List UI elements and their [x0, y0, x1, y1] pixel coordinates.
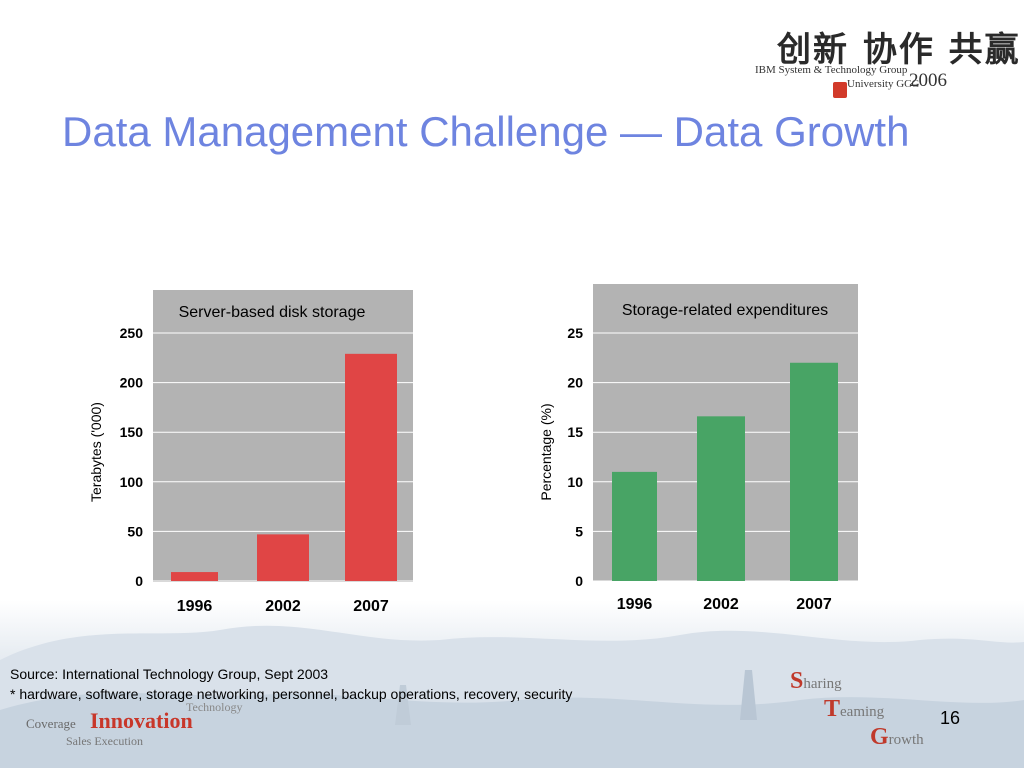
expenditure-xtick-label: 2002 [703, 596, 739, 613]
storage-ytick-label: 200 [120, 375, 144, 391]
landscape-decoration [0, 625, 1024, 768]
expenditure-bar-1996 [612, 471, 657, 581]
storage-xtick-label: 1996 [177, 598, 213, 615]
expenditure-bar-2002 [697, 416, 745, 581]
page-number: 16 [940, 708, 961, 728]
expenditure-ytick-label: 25 [567, 325, 583, 341]
slide-title: Data Management Challenge — Data Growth [62, 108, 910, 155]
logo-year: 2006 [909, 70, 947, 91]
brand-technology: Technology [186, 700, 243, 714]
expenditure-ytick-label: 0 [575, 573, 583, 589]
brand-right-logo: Sharing Teaming Growth [790, 668, 950, 764]
storage-xtick-label: 2002 [265, 598, 301, 615]
source-note: Source: International Technology Group, … [10, 664, 572, 704]
storage-ytick-label: 50 [127, 523, 143, 539]
expenditure-chart-title: Storage-related expenditures [622, 302, 828, 319]
storage-chart-title: Server-based disk storage [179, 304, 366, 321]
expenditure-ytick-label: 5 [575, 523, 583, 539]
storage-bar-2007 [345, 353, 397, 581]
logo-cjk-slogan: 创新 协作 共赢 [777, 30, 1021, 70]
expenditure-xtick-label: 2007 [796, 596, 832, 613]
brand-growth: Growth [870, 724, 924, 750]
storage-ytick-label: 250 [120, 325, 144, 341]
expenditure-ytick-label: 20 [567, 375, 583, 391]
expenditure-bar-2007 [790, 362, 838, 581]
storage-ytick-label: 150 [120, 424, 144, 440]
storage-bar-2002 [257, 534, 309, 581]
brand-innovation: Innovation [90, 708, 193, 733]
brand-coverage: Coverage [26, 716, 76, 731]
storage-y-axis-label: Terabytes ('000) [88, 402, 104, 502]
logo-group-name: IBM System & Technology Group [755, 64, 908, 76]
expenditure-y-axis-label: Percentage (%) [538, 403, 554, 500]
brand-teaming: Teaming [824, 696, 885, 722]
brand-sharing: Sharing [790, 668, 842, 694]
storage-bar-1996 [171, 572, 218, 581]
logo-university: University GCG [847, 78, 920, 90]
expenditure-ytick-label: 15 [567, 424, 583, 440]
expenditure-xtick-label: 1996 [617, 596, 653, 613]
expenditure-ytick-label: 10 [567, 474, 583, 490]
header-logo: 创新 协作 共赢 IBM System & Technology Group U… [745, 22, 1019, 112]
source-line: Source: International Technology Group, … [10, 666, 329, 682]
storage-ytick-label: 100 [120, 474, 144, 490]
footnote-line: * hardware, software, storage networking… [10, 686, 573, 702]
storage-xtick-label: 2007 [353, 598, 389, 615]
brand-sales: Sales Execution [66, 734, 143, 748]
logo-badge-icon [833, 82, 847, 98]
brand-left-logo: Technology Coverage Innovation Sales Exe… [26, 696, 306, 756]
storage-ytick-label: 0 [135, 573, 143, 589]
